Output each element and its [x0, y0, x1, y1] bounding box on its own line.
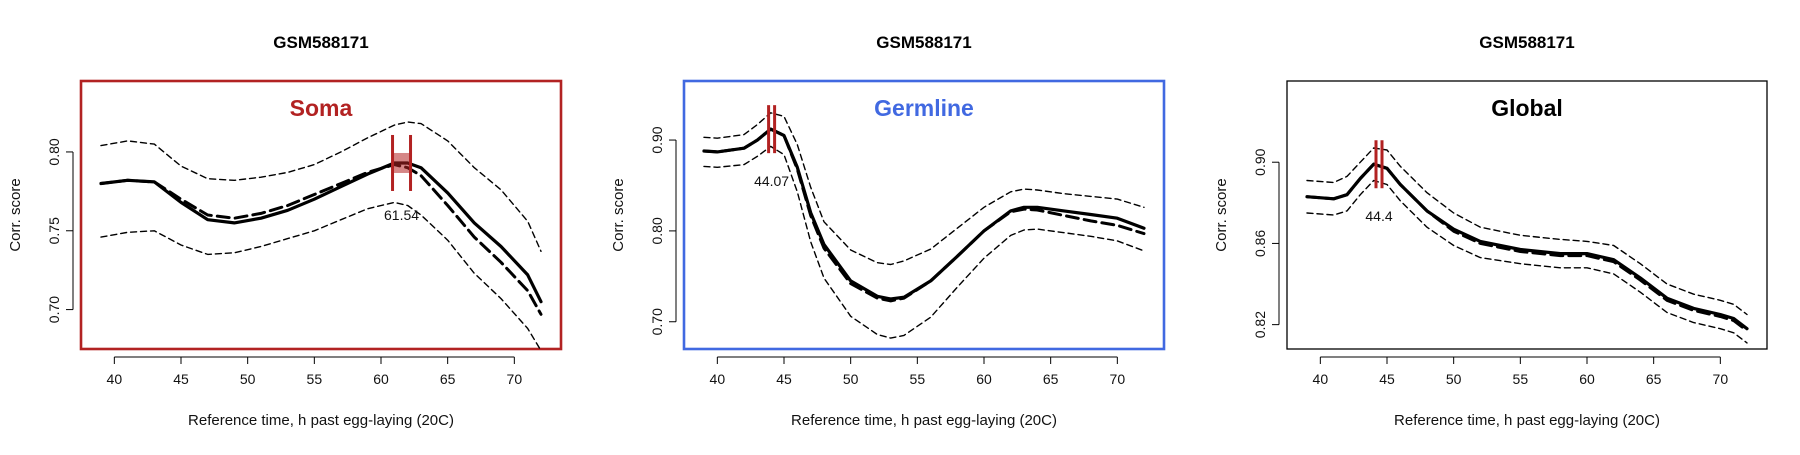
plot-frame [79, 79, 563, 351]
x-tick-label: 55 [307, 371, 323, 387]
x-tick-label: 60 [1579, 371, 1595, 387]
x-tick-label: 70 [1713, 371, 1729, 387]
series-line-3-dashed-thin [100, 121, 542, 252]
x-tick-label: 65 [1043, 371, 1059, 387]
chart-title: GSM588171 [876, 33, 971, 52]
y-tick-label: 0.70 [46, 296, 62, 323]
x-tick-label: 55 [910, 371, 926, 387]
plot-frame [682, 79, 1166, 351]
y-axis-label: Corr. score [610, 178, 627, 251]
x-axis-label: Reference time, h past egg-laying (20C) [188, 412, 454, 429]
series-line-1-solid [702, 127, 1146, 301]
x-tick-label: 40 [107, 371, 123, 387]
y-axis-label: Corr. score [7, 178, 24, 251]
panel-label: Global [1491, 95, 1563, 121]
peak-label: 44.4 [1365, 208, 1392, 224]
plot-frame [1286, 80, 1768, 350]
x-tick-label: 65 [1646, 371, 1662, 387]
x-tick-label: 45 [776, 371, 792, 387]
chart-panel-1: GSM588171 Soma 40 45 50 55 60 65 70 Reference tim… [7, 33, 563, 429]
series-line-2-dashed [702, 127, 1146, 303]
peak-label: 44.07 [754, 173, 789, 189]
chart-title: GSM588171 [273, 33, 368, 52]
x-tick-label: 70 [1110, 371, 1126, 387]
y-tick-label: 0.75 [46, 217, 62, 244]
x-axis-label: Reference time, h past egg-laying (20C) [791, 412, 1057, 429]
series-line-4-dashed-thin [1306, 179, 1748, 344]
y-tick-label: 0.90 [649, 126, 665, 153]
x-tick-label: 45 [1379, 371, 1395, 387]
x-tick-label: 50 [240, 371, 256, 387]
x-tick-label: 45 [173, 371, 189, 387]
chart-panel-3: GSM588171 Global 40 45 50 55 60 65 70 Reference t… [1213, 33, 1768, 429]
y-tick-label: 0.90 [1252, 148, 1268, 175]
x-tick-label: 40 [710, 371, 726, 387]
x-axis-label: Reference time, h past egg-laying (20C) [1394, 412, 1660, 429]
series-line-1-solid [99, 161, 543, 304]
x-tick-label: 50 [843, 371, 859, 387]
series-line-4-dashed-thin [703, 145, 1145, 339]
peak-interval-box [392, 152, 411, 173]
x-tick-label: 50 [1446, 371, 1462, 387]
chart-title: GSM588171 [1479, 33, 1574, 52]
panel-label: Germline [874, 95, 974, 121]
series-line-2-dashed [1305, 162, 1749, 333]
x-tick-label: 55 [1513, 371, 1529, 387]
series-line-4-dashed-thin [100, 201, 542, 352]
x-tick-label: 40 [1313, 371, 1329, 387]
y-axis-label: Corr. score [1213, 178, 1230, 251]
y-tick-label: 0.80 [649, 217, 665, 244]
chart-panel-2: GSM588171 Germline 40 45 50 55 60 65 70 Reference… [610, 33, 1166, 429]
x-tick-label: 60 [976, 371, 992, 387]
peak-label: 61.54 [384, 207, 419, 223]
series-line-3-dashed-thin [703, 112, 1145, 266]
x-tick-label: 70 [507, 371, 523, 387]
panel-label: Soma [290, 95, 353, 121]
y-tick-label: 0.86 [1252, 230, 1268, 257]
y-tick-label: 0.80 [46, 138, 62, 165]
series-line-3-dashed-thin [1306, 147, 1748, 316]
y-tick-label: 0.82 [1252, 311, 1268, 338]
x-tick-label: 60 [373, 371, 389, 387]
y-tick-label: 0.70 [649, 308, 665, 335]
series-line-2-dashed [99, 163, 543, 316]
x-tick-label: 65 [440, 371, 456, 387]
